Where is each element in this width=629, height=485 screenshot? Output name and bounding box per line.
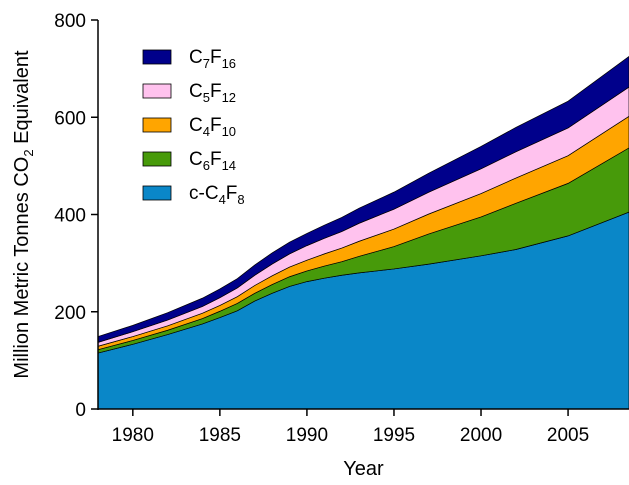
x-tick-label: 1995 <box>373 425 415 446</box>
legend-swatch <box>142 83 172 99</box>
legend-label: C5F12 <box>189 81 236 105</box>
y-tick-label: 200 <box>54 303 86 324</box>
area-c7f16 <box>97 56 629 343</box>
y-tick-label: 400 <box>54 206 86 227</box>
x-tick-label: 1990 <box>286 425 328 446</box>
legend-swatch <box>142 49 172 65</box>
tick-labels: 0 200 400 600 800 1980 1985 1990 1995 2000 2005 <box>54 11 589 446</box>
y-tick-label: 600 <box>54 108 86 129</box>
y-axis-title: Million Metric Tonnes CO2 Equivalent <box>11 50 36 379</box>
area-layers <box>97 56 629 410</box>
legend-label: C7F16 <box>189 47 236 71</box>
legend-label: C4F10 <box>189 115 236 139</box>
axes <box>91 19 629 416</box>
legend-label: c-C4F8 <box>189 183 245 207</box>
x-tick-label: 1980 <box>112 425 154 446</box>
y-tick-label: 800 <box>54 11 86 32</box>
x-tick-label: 2005 <box>547 425 589 446</box>
legend-swatch <box>142 117 172 133</box>
legend-swatch <box>142 185 172 201</box>
x-tick-label: 2000 <box>460 425 502 446</box>
legend: C7F16 C5F12 C4F10 C6F14 c-C4F8 <box>142 47 245 207</box>
y-tick-label: 0 <box>75 400 86 421</box>
legend-swatch <box>142 151 172 167</box>
x-tick-label: 1985 <box>199 425 241 446</box>
legend-label: C6F14 <box>189 149 236 173</box>
x-axis-title: Year <box>343 458 384 480</box>
